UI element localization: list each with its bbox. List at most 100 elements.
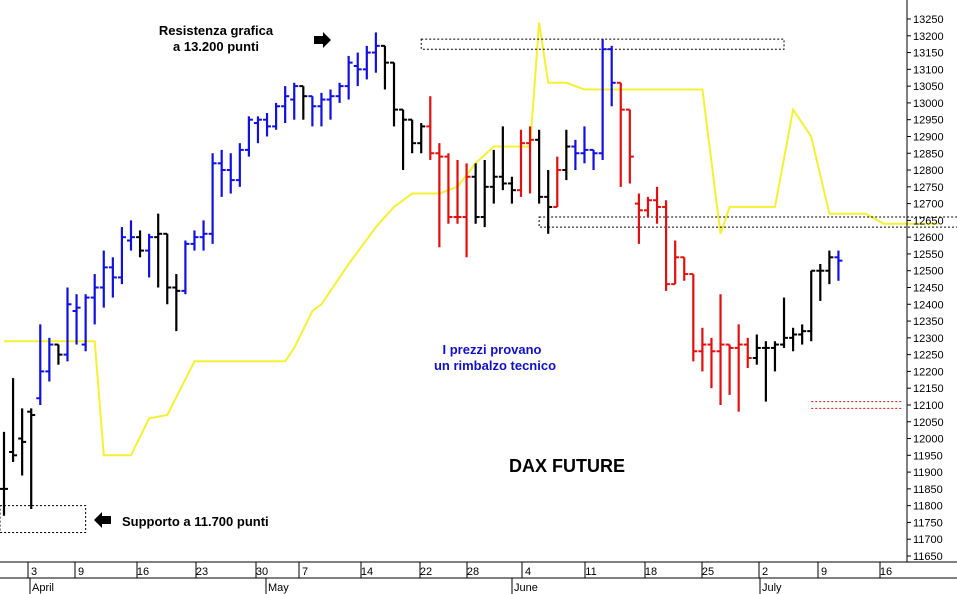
price-axis: 11650 11700 11750 11800 11850 11900 11950 12000… xyxy=(0,0,957,563)
ohlc-bar xyxy=(662,200,671,291)
ohlc-bar xyxy=(145,233,154,278)
ohlc-bar xyxy=(27,408,36,510)
ohlc-bar xyxy=(598,39,607,160)
ohlc-bar xyxy=(707,337,716,389)
price-tick-label: 12600 xyxy=(913,232,944,244)
ohlc-bar xyxy=(290,82,299,120)
date-tick-label: 9 xyxy=(78,566,84,578)
level-box xyxy=(538,216,957,228)
date-tick-label: 23 xyxy=(196,566,208,578)
ohlc-bar xyxy=(244,116,253,157)
ohlc-bar xyxy=(126,220,135,251)
ohlc-bar xyxy=(99,250,108,308)
date-tick-label: 4 xyxy=(525,566,531,578)
ohlc-bar xyxy=(0,431,8,516)
ohlc-bar xyxy=(498,126,507,191)
date-axis: 3 9 16 23 30 7 14 22 28 4 11 18 25 2 9 16 April May June Ju… xyxy=(0,562,957,594)
ohlc-bar xyxy=(90,274,99,325)
ohlc-bar xyxy=(199,220,208,251)
price-tick-label: 12250 xyxy=(913,350,944,362)
price-tick-label: 12750 xyxy=(913,182,944,194)
ohlc-bar xyxy=(308,95,317,127)
ohlc-bar xyxy=(616,81,625,187)
ohlc-bar xyxy=(417,123,426,154)
date-tick-label: 25 xyxy=(702,566,714,578)
price-tick-label: 12950 xyxy=(913,115,944,127)
price-tick-label: 11750 xyxy=(913,517,943,529)
ohlc-bar xyxy=(217,149,226,197)
ohlc-bar xyxy=(317,92,326,127)
price-tick-label: 12100 xyxy=(913,400,944,412)
price-tick-label: 12650 xyxy=(913,215,944,227)
ohlc-bars xyxy=(0,32,843,516)
ohlc-bar xyxy=(72,294,81,345)
left-arrow-icon xyxy=(94,512,111,528)
date-tick-label: 11 xyxy=(585,566,596,578)
ohlc-bar xyxy=(798,324,807,345)
ohlc-bar xyxy=(716,294,725,405)
ohlc-bar xyxy=(725,343,734,395)
ohlc-bar xyxy=(462,163,471,258)
month-label: May xyxy=(268,582,289,594)
ohlc-bar xyxy=(163,232,172,305)
price-tick-label: 12900 xyxy=(913,131,944,143)
ohlc-bar xyxy=(625,108,634,184)
ohlc-bar xyxy=(816,264,825,301)
ohlc-bar xyxy=(571,139,580,171)
price-tick-label: 12000 xyxy=(913,434,944,446)
price-tick-label: 12850 xyxy=(913,148,944,160)
ohlc-bar xyxy=(344,55,353,100)
ohlc-bar xyxy=(281,86,290,124)
date-tick-label: 2 xyxy=(762,566,768,578)
rebound-label-line1: I prezzi provano xyxy=(443,342,542,357)
price-tick-label: 13050 xyxy=(913,81,944,93)
ohlc-bar xyxy=(526,126,535,194)
ohlc-bar xyxy=(36,324,45,405)
price-tick-label: 11950 xyxy=(913,450,943,462)
ohlc-bar xyxy=(671,240,680,286)
date-tick-label: 9 xyxy=(821,566,827,578)
price-tick-label: 12300 xyxy=(913,333,944,345)
date-tick-label: 16 xyxy=(880,566,892,578)
ohlc-bar xyxy=(643,196,652,218)
ohlc-bar xyxy=(780,297,789,348)
price-tick-label: 12150 xyxy=(913,383,944,395)
right-arrow-icon xyxy=(314,32,331,48)
date-tick-label: 7 xyxy=(302,566,308,578)
level-box xyxy=(0,505,87,534)
ohlc-bar xyxy=(734,324,743,412)
ohlc-bar xyxy=(653,186,662,224)
ohlc-bar xyxy=(181,240,190,295)
price-tick-label: 12450 xyxy=(913,283,944,295)
ohlc-bar xyxy=(136,230,145,258)
date-tick-label: 18 xyxy=(645,566,657,578)
ohlc-bar xyxy=(362,45,371,80)
ohlc-bar xyxy=(371,32,380,73)
ohlc-bar xyxy=(480,159,489,228)
date-tick-label: 3 xyxy=(31,566,37,578)
ohlc-bar xyxy=(190,230,199,251)
ohlc-bar xyxy=(516,129,525,197)
ohlc-bar xyxy=(689,273,698,362)
price-tick-label: 11700 xyxy=(913,534,943,546)
ohlc-bar xyxy=(235,143,244,187)
price-tick-label: 13000 xyxy=(913,98,944,110)
ohlc-bar xyxy=(335,82,344,103)
price-tick-label: 12550 xyxy=(913,249,944,261)
ohlc-bar xyxy=(390,61,399,127)
ohlc-bar xyxy=(208,153,217,244)
ohlc-bar xyxy=(263,112,272,137)
chart-title: DAX FUTURE xyxy=(509,456,625,476)
ohlc-bar xyxy=(607,45,616,107)
ohlc-bar xyxy=(272,102,281,130)
ohlc-bar xyxy=(562,129,571,181)
resistance-label-line1: Resistenza grafica xyxy=(159,23,274,38)
ohlc-bar xyxy=(825,250,834,285)
ohlc-bar xyxy=(489,149,498,204)
ohlc-bar xyxy=(108,257,117,298)
ohlc-bar xyxy=(553,156,562,208)
price-tick-label: 11850 xyxy=(913,484,943,496)
date-tick-label: 28 xyxy=(467,566,479,578)
ohlc-bar xyxy=(81,294,90,352)
price-tick-label: 12800 xyxy=(913,165,944,177)
